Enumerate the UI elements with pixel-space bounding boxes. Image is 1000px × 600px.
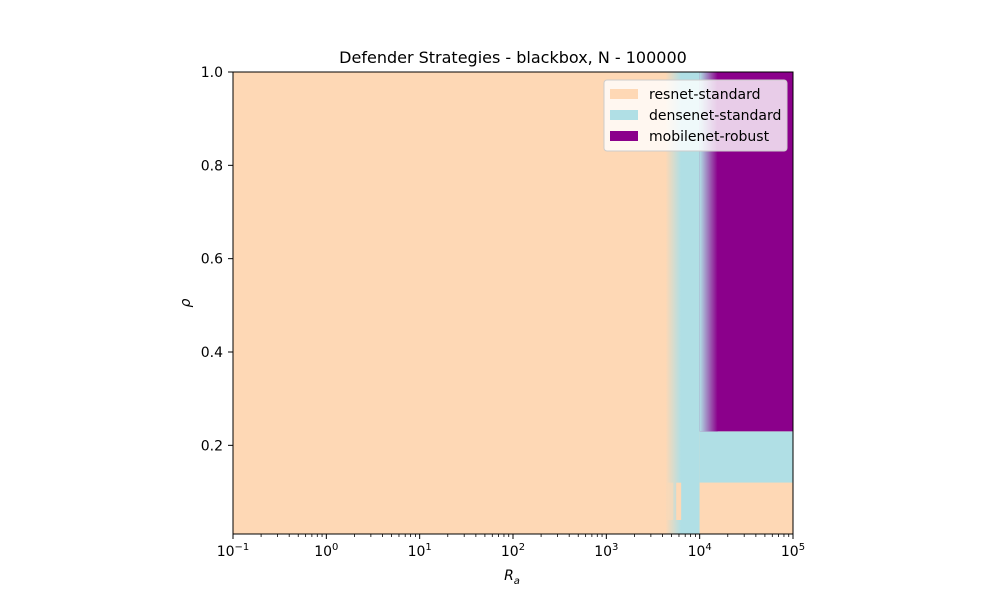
region-densenet-standard [699, 431, 793, 483]
blend-densenet-mobilenet [699, 72, 718, 432]
legend-label: mobilenet-robust [649, 129, 770, 145]
x-axis-label-subscript: a [514, 576, 520, 587]
x-tick-label: 105 [781, 542, 805, 560]
x-tick-label: 104 [688, 542, 712, 560]
y-tick-label: 0.4 [201, 345, 223, 361]
y-axis: 0.2 0.4 0.6 0.8 1.0 [201, 65, 233, 454]
x-tick-label: 101 [408, 542, 432, 560]
region-resnet-standard [699, 482, 793, 534]
notch-resnet [667, 482, 674, 520]
y-tick-label: 0.2 [201, 438, 223, 454]
notch-resnet [676, 482, 682, 520]
legend-swatch [610, 110, 638, 120]
y-axis-label: ρ [178, 298, 194, 307]
legend-swatch [610, 131, 638, 141]
x-tick-label: 102 [501, 542, 525, 560]
legend-swatch [610, 89, 638, 99]
chart-title: Defender Strategies - blackbox, N - 1000… [339, 48, 687, 67]
legend-label: densenet-standard [649, 108, 781, 124]
x-tick-label: 10−1 [217, 542, 250, 560]
x-axis: 10−1 100 101 102 103 104 105 [217, 534, 805, 560]
x-tick-label: 100 [314, 542, 338, 560]
blend-resnet-densenet [665, 72, 682, 534]
legend-label: resnet-standard [649, 87, 760, 103]
x-axis-label: Ra [504, 568, 520, 587]
legend: resnet-standard densenet-standard mobilene… [603, 79, 788, 152]
x-axis-label-main: R [504, 568, 514, 584]
y-tick-label: 1.0 [201, 65, 223, 81]
y-tick-label: 0.8 [201, 158, 223, 174]
x-tick-label: 103 [594, 542, 618, 560]
y-tick-label: 0.6 [201, 252, 223, 268]
legend-box [603, 79, 788, 152]
